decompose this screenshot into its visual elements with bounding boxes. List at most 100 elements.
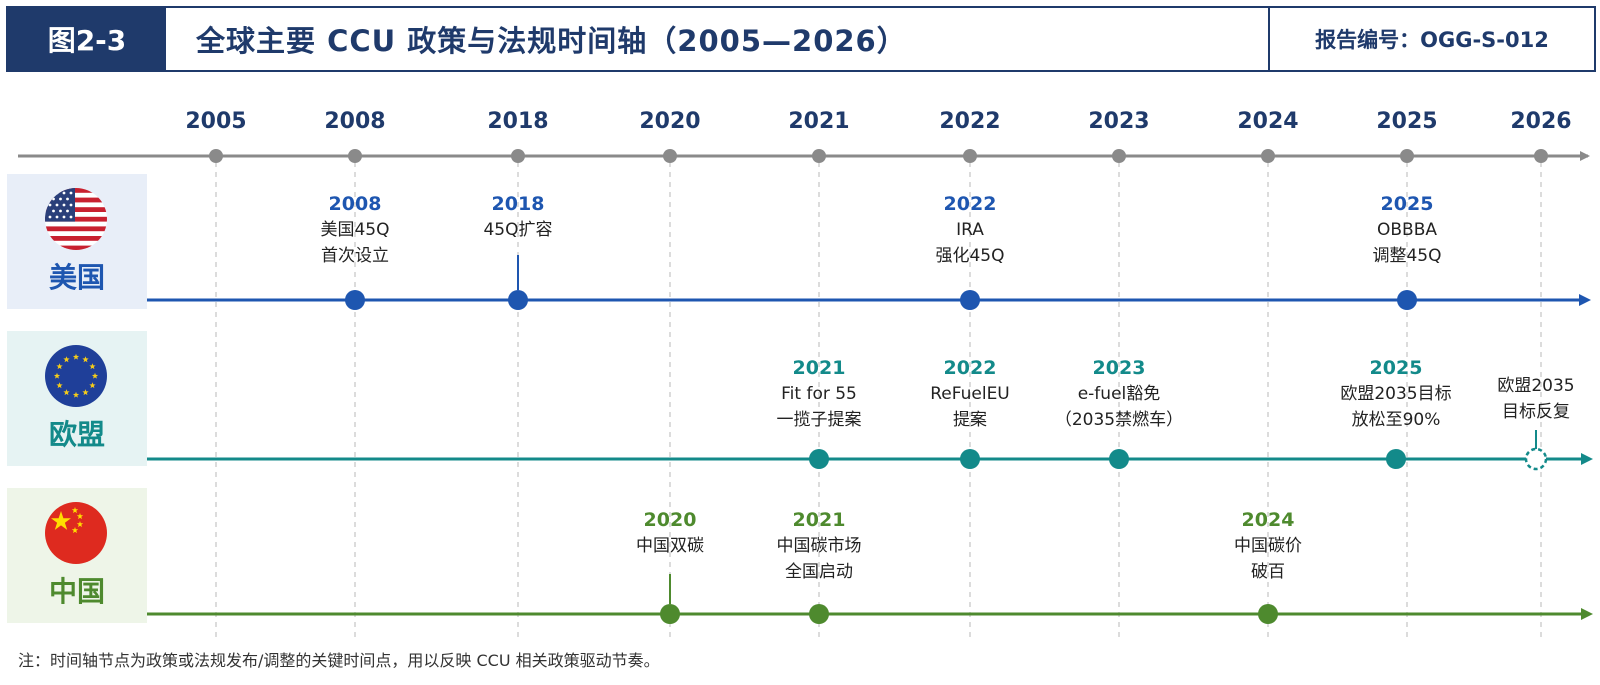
year-label: 2026 bbox=[1510, 109, 1572, 134]
event-text: 美国45Q bbox=[320, 220, 390, 240]
event-label-us-2018: 2018 45Q扩容 bbox=[428, 191, 608, 243]
eu-star-icon bbox=[89, 363, 96, 370]
event-text: IRA bbox=[956, 220, 984, 240]
event-text: 中国碳市场 bbox=[776, 536, 862, 556]
event-year: 2021 bbox=[792, 357, 846, 379]
event-text: （2035禁燃车） bbox=[1054, 410, 1184, 430]
eu-star-icon bbox=[89, 382, 96, 389]
eu-star-icon bbox=[82, 356, 89, 363]
event-node-cn bbox=[660, 604, 680, 624]
event-year: 2023 bbox=[1092, 357, 1146, 379]
event-label-cn-2021: 2021 中国碳市场 全国启动 bbox=[729, 507, 909, 585]
year-label: 2018 bbox=[487, 109, 549, 134]
event-node-eu bbox=[1109, 449, 1129, 469]
year-label: 2005 bbox=[185, 109, 247, 134]
event-year: 2022 bbox=[943, 357, 997, 379]
year-marker-dot bbox=[1112, 149, 1126, 163]
report-id: 报告编号：OGG-S-012 bbox=[1315, 28, 1549, 52]
region-label-eu: 欧盟 bbox=[48, 418, 105, 451]
eu-star-icon bbox=[91, 372, 99, 379]
eu-star-icon bbox=[63, 389, 70, 396]
eu-star-icon bbox=[72, 391, 80, 398]
page-title: 全球主要 CCU 政策与法规时间轴（2005—2026） bbox=[196, 24, 907, 58]
year-marker-dot bbox=[663, 149, 677, 163]
year-label: 2025 bbox=[1376, 109, 1438, 134]
cn-flag-icon bbox=[45, 502, 107, 564]
event-text: 中国双碳 bbox=[636, 536, 704, 556]
event-text: 一揽子提案 bbox=[776, 410, 862, 430]
year-marker-dot bbox=[348, 149, 362, 163]
event-text: 欧盟2035目标 bbox=[1340, 384, 1452, 404]
figure-header: 图2-3 全球主要 CCU 政策与法规时间轴（2005—2026） 报告编号：O… bbox=[6, 6, 1596, 72]
eu-star-icon bbox=[72, 353, 80, 360]
event-label-eu-future: 欧盟2035 目标反复 bbox=[1471, 373, 1600, 425]
year-marker-dot bbox=[963, 149, 977, 163]
event-label-eu-2023: 2023 e-fuel豁免 （2035禁燃车） bbox=[1029, 355, 1209, 433]
eu-star-icon bbox=[53, 372, 61, 379]
event-node-us bbox=[960, 290, 980, 310]
region-label-us: 美国 bbox=[48, 261, 105, 294]
event-label-cn-2020: 2020 中国双碳 bbox=[580, 507, 760, 559]
event-label-us-2025: 2025 OBBBA 调整45Q bbox=[1317, 191, 1497, 269]
event-text: e-fuel豁免 bbox=[1077, 384, 1161, 404]
region-card-us: 美国 bbox=[7, 174, 147, 309]
us-flag-icon bbox=[45, 188, 107, 250]
event-label-eu-2021: 2021 Fit for 55 一揽子提案 bbox=[729, 355, 909, 433]
year-label: 2021 bbox=[788, 109, 850, 134]
event-node-us bbox=[508, 290, 528, 310]
event-node-eu bbox=[960, 449, 980, 469]
event-text: ReFuelEU bbox=[930, 384, 1010, 404]
event-text: 提案 bbox=[953, 410, 987, 430]
year-marker-dot bbox=[812, 149, 826, 163]
event-text: 放松至90% bbox=[1351, 410, 1441, 430]
event-text: 全国启动 bbox=[785, 562, 853, 582]
event-label-us-2022: 2022 IRA 强化45Q bbox=[880, 191, 1060, 269]
event-text: 45Q扩容 bbox=[483, 220, 553, 240]
year-label: 2008 bbox=[324, 109, 386, 134]
year-marker-dot bbox=[209, 149, 223, 163]
event-year: 2025 bbox=[1380, 193, 1434, 215]
event-node-cn bbox=[809, 604, 829, 624]
event-year: 2024 bbox=[1241, 509, 1295, 531]
year-markers bbox=[209, 149, 1548, 163]
event-node-eu bbox=[809, 449, 829, 469]
event-text: OBBBA bbox=[1377, 220, 1437, 240]
event-year: 2025 bbox=[1369, 357, 1423, 379]
footnote: 注：时间轴节点为政策或法规发布/调整的关键时间点，用以反映 CCU 相关政策驱动… bbox=[18, 651, 660, 670]
event-node-cn bbox=[1258, 604, 1278, 624]
event-year: 2022 bbox=[943, 193, 997, 215]
year-marker-dot bbox=[511, 149, 525, 163]
event-label-cn-2024: 2024 中国碳价 破百 bbox=[1178, 507, 1358, 585]
eu-star-icon bbox=[82, 389, 89, 396]
year-marker-dot bbox=[1400, 149, 1414, 163]
event-year: 2020 bbox=[643, 509, 697, 531]
event-text: 目标反复 bbox=[1502, 402, 1570, 422]
region-card-cn: 中国 bbox=[7, 488, 147, 623]
region-card-eu: 欧盟 bbox=[7, 331, 147, 466]
event-text: Fit for 55 bbox=[781, 384, 857, 404]
event-node-us bbox=[345, 290, 365, 310]
event-text: 调整45Q bbox=[1372, 246, 1442, 266]
event-node-eu bbox=[1386, 449, 1406, 469]
event-nodes bbox=[345, 255, 1548, 624]
event-text: 欧盟2035 bbox=[1497, 376, 1575, 396]
year-label: 2022 bbox=[939, 109, 1001, 134]
header-divider bbox=[1268, 8, 1270, 70]
event-text: 中国碳价 bbox=[1234, 536, 1302, 556]
year-label: 2023 bbox=[1088, 109, 1150, 134]
event-text: 强化45Q bbox=[935, 246, 1005, 266]
event-year: 2008 bbox=[328, 193, 382, 215]
event-year: 2021 bbox=[792, 509, 846, 531]
figure-number: 图2-3 bbox=[8, 8, 166, 70]
year-label: 2024 bbox=[1237, 109, 1299, 134]
year-marker-dot bbox=[1261, 149, 1275, 163]
event-label-eu-2022: 2022 ReFuelEU 提案 bbox=[880, 355, 1060, 433]
event-node-us bbox=[1397, 290, 1417, 310]
year-label: 2020 bbox=[639, 109, 701, 134]
event-year: 2018 bbox=[491, 193, 545, 215]
year-marker-dot bbox=[1534, 149, 1548, 163]
region-label-cn: 中国 bbox=[48, 575, 105, 608]
event-node-eu-anticipated bbox=[1524, 447, 1548, 471]
event-text: 破百 bbox=[1251, 562, 1285, 582]
